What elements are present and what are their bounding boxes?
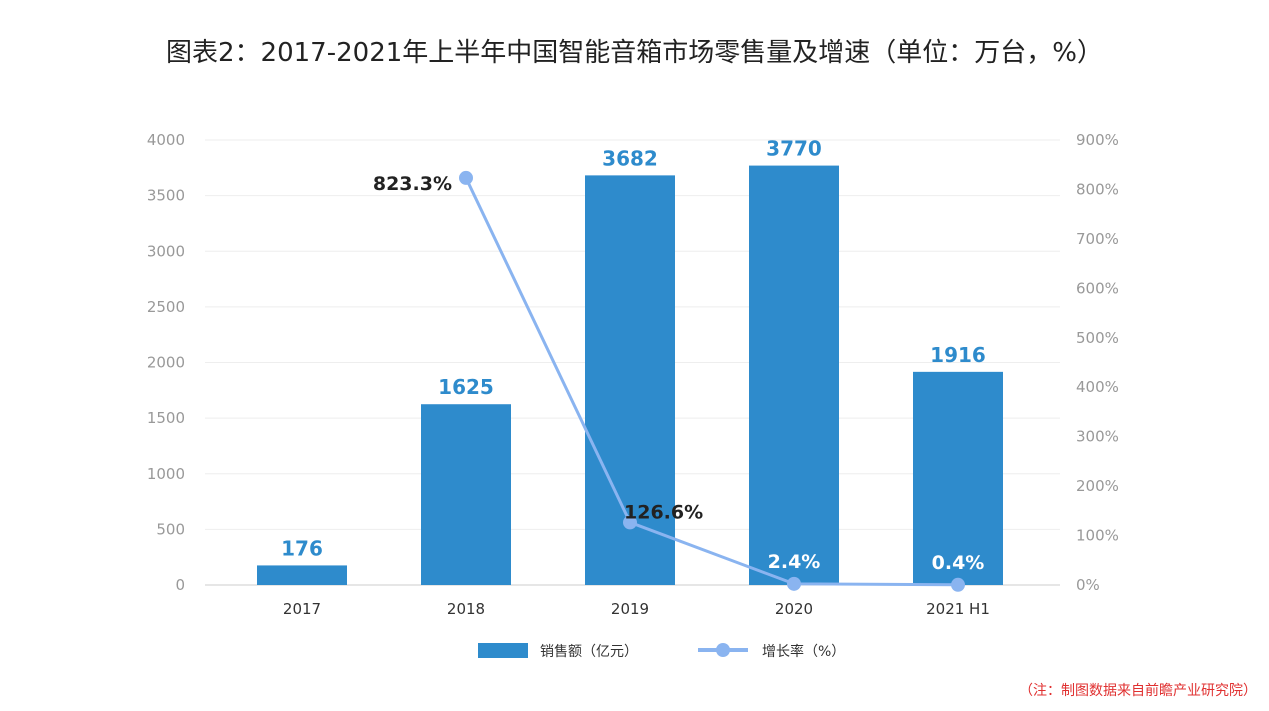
- right-axis-tick-label: 800%: [1076, 180, 1119, 198]
- right-axis-tick-label: 900%: [1076, 131, 1119, 149]
- right-axis-tick-label: 600%: [1076, 279, 1119, 297]
- right-axis-tick-label: 500%: [1076, 329, 1119, 347]
- growth-rate-line: [464, 177, 959, 587]
- legend-bar-label: 销售额（亿元）: [540, 644, 638, 660]
- right-axis-tick-label: 200%: [1076, 477, 1119, 495]
- line-point: [459, 170, 473, 185]
- legend-line-label: 增长率（%）: [762, 643, 845, 660]
- left-axis-tick-label: 4000: [147, 131, 185, 149]
- x-axis-tick-label: 2018: [447, 600, 485, 618]
- line-point: [951, 577, 965, 592]
- bar-data-label: 3682: [602, 146, 658, 170]
- legend-line-marker: [716, 643, 730, 657]
- source-note: （注：制图数据来自前瞻产业研究院）: [1019, 683, 1257, 699]
- left-axis-tick-label: 3500: [147, 187, 185, 205]
- line-point: [623, 515, 637, 530]
- right-axis-tick-label: 700%: [1076, 230, 1119, 248]
- line-point: [787, 576, 801, 591]
- x-axis-tick-label: 2020: [775, 600, 813, 618]
- bar: [749, 165, 839, 585]
- legend-bar-swatch: [478, 643, 528, 658]
- bar: [913, 371, 1003, 585]
- bar: [421, 404, 511, 585]
- chart-title: 图表2：2017-2021年上半年中国智能音箱市场零售量及增速（单位：万台，%）: [166, 38, 1103, 68]
- left-axis-tick-label: 3000: [147, 242, 185, 260]
- left-axis-tick-label: 1500: [147, 409, 185, 427]
- bar-data-label: 3770: [766, 137, 822, 161]
- x-axis-tick-label: 2017: [283, 600, 321, 618]
- line-data-label: 0.4%: [932, 552, 985, 574]
- line-data-label: 823.3%: [373, 173, 452, 195]
- right-axis-tick-label: 400%: [1076, 378, 1119, 396]
- right-axis-tick-label: 300%: [1076, 428, 1119, 446]
- left-axis-tick-label: 1000: [147, 465, 185, 483]
- x-axis-tick-label: 2021 H1: [926, 600, 990, 618]
- left-axis-tick-label: 500: [156, 520, 185, 538]
- left-axis-tick-label: 0: [175, 576, 185, 594]
- right-axis-tick-label: 100%: [1076, 527, 1119, 545]
- bar-data-label: 176: [281, 536, 323, 560]
- line-data-label: 2.4%: [768, 551, 821, 573]
- line-data-label: 126.6%: [624, 501, 703, 523]
- left-axis-tick-label: 2000: [147, 354, 185, 372]
- bar: [257, 565, 347, 585]
- bar-data-label: 1625: [438, 375, 494, 399]
- bar-data-label: 1916: [930, 343, 986, 367]
- right-axis-tick-label: 0%: [1076, 576, 1100, 594]
- x-axis-tick-label: 2019: [611, 600, 649, 618]
- left-axis-tick-label: 2500: [147, 298, 185, 316]
